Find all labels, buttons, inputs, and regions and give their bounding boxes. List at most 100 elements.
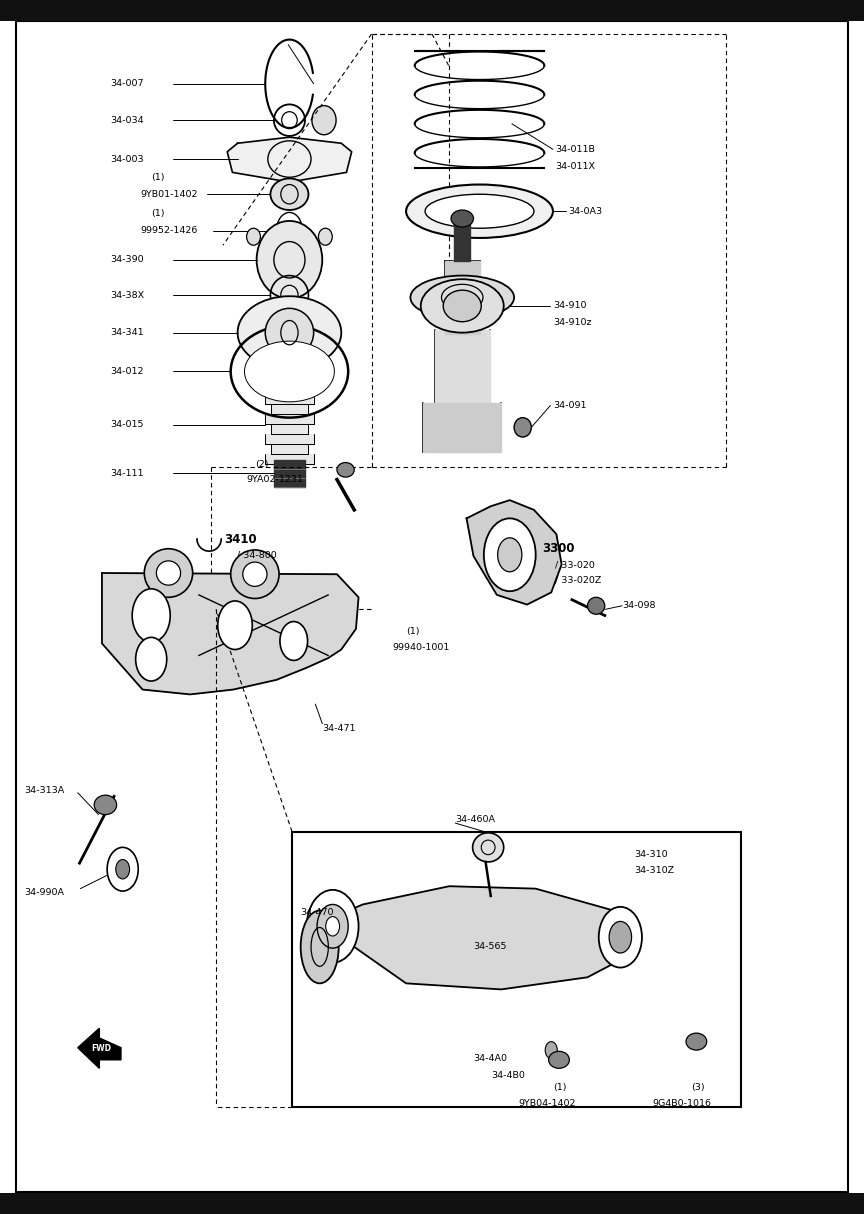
Text: 34-4B0: 34-4B0 xyxy=(491,1071,524,1080)
Polygon shape xyxy=(423,403,501,452)
Circle shape xyxy=(609,921,632,953)
Text: 34-011X: 34-011X xyxy=(556,161,595,171)
Text: / 34-800: / 34-800 xyxy=(237,550,276,560)
Ellipse shape xyxy=(421,279,504,333)
Ellipse shape xyxy=(283,297,296,314)
Text: 34-310Z: 34-310Z xyxy=(634,866,674,875)
Polygon shape xyxy=(274,460,305,469)
Polygon shape xyxy=(265,454,314,464)
Ellipse shape xyxy=(238,296,341,369)
Polygon shape xyxy=(271,404,308,414)
Polygon shape xyxy=(265,414,314,424)
Ellipse shape xyxy=(406,185,553,238)
Ellipse shape xyxy=(337,463,354,477)
Text: (1): (1) xyxy=(553,1083,567,1093)
Text: 34-003: 34-003 xyxy=(111,154,144,164)
Ellipse shape xyxy=(443,290,481,322)
Text: 34-471: 34-471 xyxy=(322,724,356,733)
Text: 34-034: 34-034 xyxy=(111,115,144,125)
Text: 34-341: 34-341 xyxy=(111,328,144,337)
Circle shape xyxy=(116,860,130,879)
Ellipse shape xyxy=(270,178,308,210)
Text: (1): (1) xyxy=(151,209,165,219)
Text: 9YB04-1402: 9YB04-1402 xyxy=(518,1099,576,1108)
Text: 34-111: 34-111 xyxy=(111,469,144,478)
Text: (1): (1) xyxy=(406,626,420,636)
Polygon shape xyxy=(271,444,308,454)
Circle shape xyxy=(326,917,340,936)
Text: 34-390: 34-390 xyxy=(111,255,144,265)
Circle shape xyxy=(317,904,348,948)
Ellipse shape xyxy=(451,210,473,227)
Circle shape xyxy=(107,847,138,891)
Ellipse shape xyxy=(257,221,322,299)
Circle shape xyxy=(280,622,308,660)
Text: (3): (3) xyxy=(691,1083,705,1093)
Ellipse shape xyxy=(319,228,333,245)
Text: 34-313A: 34-313A xyxy=(24,785,65,795)
Circle shape xyxy=(539,1033,563,1067)
Circle shape xyxy=(132,589,170,642)
Text: / 33-020Z: / 33-020Z xyxy=(555,575,601,585)
Text: (1): (1) xyxy=(151,172,165,182)
Ellipse shape xyxy=(425,194,534,228)
Ellipse shape xyxy=(549,1051,569,1068)
Ellipse shape xyxy=(243,562,267,586)
Polygon shape xyxy=(271,424,308,433)
Text: (2): (2) xyxy=(255,460,269,470)
Ellipse shape xyxy=(156,561,181,585)
Text: 34-007: 34-007 xyxy=(111,79,144,89)
Polygon shape xyxy=(445,261,480,334)
Polygon shape xyxy=(274,469,305,478)
Circle shape xyxy=(545,1042,557,1059)
Text: 34-910: 34-910 xyxy=(553,301,587,311)
Text: 34-012: 34-012 xyxy=(111,367,144,376)
Circle shape xyxy=(498,538,522,572)
Circle shape xyxy=(218,601,252,649)
Text: 9G4B0-1016: 9G4B0-1016 xyxy=(652,1099,711,1108)
Ellipse shape xyxy=(301,910,339,983)
Text: WWW.CATS.RU
© 2024: WWW.CATS.RU © 2024 xyxy=(506,1019,565,1053)
Ellipse shape xyxy=(686,1033,707,1050)
Polygon shape xyxy=(320,886,631,989)
Text: 34-098: 34-098 xyxy=(622,601,656,611)
Text: 34-990A: 34-990A xyxy=(24,887,64,897)
Text: 3300: 3300 xyxy=(543,543,575,555)
Text: 34-38X: 34-38X xyxy=(111,290,144,300)
Text: 34-0A3: 34-0A3 xyxy=(569,206,602,216)
Ellipse shape xyxy=(245,341,334,402)
Polygon shape xyxy=(274,478,305,487)
Polygon shape xyxy=(435,330,490,452)
Polygon shape xyxy=(102,573,359,694)
Circle shape xyxy=(484,518,536,591)
Text: 99952-1426: 99952-1426 xyxy=(140,226,197,236)
Polygon shape xyxy=(265,374,314,384)
Polygon shape xyxy=(271,384,308,393)
Ellipse shape xyxy=(410,276,514,319)
Text: / 33-020: / 33-020 xyxy=(555,560,594,569)
Circle shape xyxy=(307,890,359,963)
Text: 34-910z: 34-910z xyxy=(553,318,592,328)
Polygon shape xyxy=(227,137,352,182)
Bar xyxy=(0,0,864,21)
Circle shape xyxy=(136,637,167,681)
Text: 9YB01-1402: 9YB01-1402 xyxy=(140,189,198,199)
Text: 34-011B: 34-011B xyxy=(556,144,595,154)
Ellipse shape xyxy=(473,833,504,862)
Text: 9YA02-1231: 9YA02-1231 xyxy=(246,475,303,484)
Text: 34-565: 34-565 xyxy=(473,942,507,952)
Polygon shape xyxy=(265,393,314,404)
Ellipse shape xyxy=(265,308,314,357)
Polygon shape xyxy=(265,433,314,444)
Text: 34-460A: 34-460A xyxy=(455,815,495,824)
Ellipse shape xyxy=(246,228,260,245)
Ellipse shape xyxy=(588,597,605,614)
Ellipse shape xyxy=(514,418,531,437)
Ellipse shape xyxy=(312,106,336,135)
Circle shape xyxy=(599,907,642,968)
Bar xyxy=(0,1193,864,1214)
Ellipse shape xyxy=(231,550,279,599)
Text: 34-091: 34-091 xyxy=(553,401,587,410)
Text: 34-4A0: 34-4A0 xyxy=(473,1054,507,1063)
Ellipse shape xyxy=(94,795,117,815)
